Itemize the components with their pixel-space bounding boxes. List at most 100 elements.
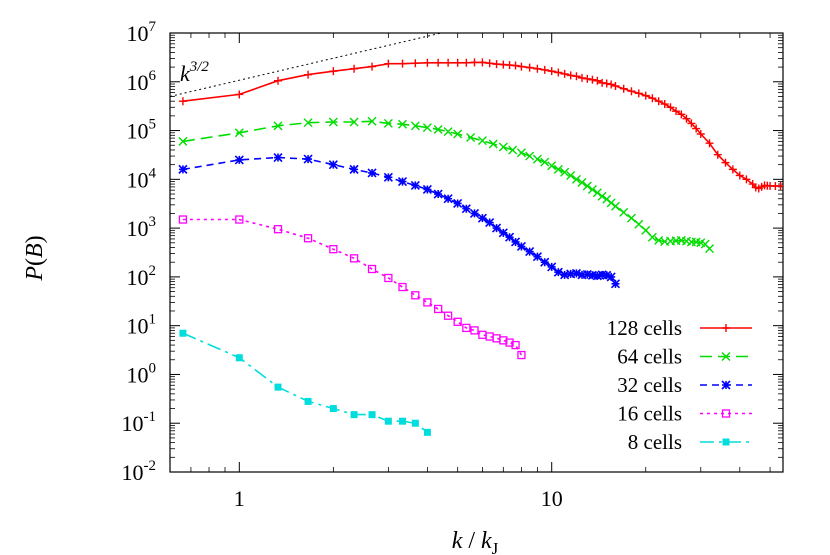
legend-label-16-cells: 16 cells [617,402,682,426]
series-layer [178,58,783,436]
data-point-128-cells [588,75,597,84]
data-point-32-cells [397,176,408,187]
y-tick-label: 100 [127,360,157,387]
data-point-16-cells [517,350,526,360]
data-point-16-cells [398,282,407,292]
data-point-32-cells [234,155,244,165]
data-point-128-cells [178,97,187,106]
data-point-64-cells [641,225,651,235]
legend-label-32-cells: 32 cells [617,373,682,397]
data-point-128-cells [329,67,338,76]
data-point-64-cells [610,201,620,211]
data-point-16-cells [273,225,283,234]
data-point-128-cells [368,62,377,71]
data-point-64-cells [571,174,581,184]
data-point-32-cells [587,270,597,280]
data-point-128-cells [735,171,744,180]
data-point-64-cells [577,178,587,188]
data-point-32-cells [582,269,592,280]
data-point-128-cells [350,64,359,73]
data-point-64-cells [705,244,715,254]
data-point-128-cells [660,100,669,109]
data-point-16-cells [367,264,377,274]
data-point-128-cells [398,59,407,68]
y-tick-label: 107 [127,19,157,46]
data-point-8-cells [179,329,187,337]
data-point-128-cells [627,87,636,96]
data-point-32-cells [571,268,582,278]
data-point-8-cells [384,417,392,425]
data-point-128-cells [593,76,602,85]
data-point-64-cells [547,161,557,171]
data-point-128-cells [453,58,462,67]
data-point-16-cells [470,326,479,335]
data-point-128-cells [687,119,696,128]
data-point-128-cells [721,158,730,167]
data-point-16-cells [235,215,244,224]
data-point-16-cells [329,245,338,254]
data-point-8-cells [423,428,431,436]
data-point-64-cells [498,142,508,152]
data-point-64-cells [592,188,602,198]
data-point-16-cells [453,317,462,326]
data-point-32-cells [547,262,557,272]
data-point-128-cells [273,76,282,85]
data-point-32-cells [485,217,495,228]
data-point-64-cells [532,154,542,164]
data-point-8-cells [304,397,312,405]
data-point-64-cells [566,170,576,180]
data-point-16-cells [433,304,443,314]
data-point-64-cells [619,207,629,217]
data-point-32-cells [566,269,576,279]
data-point-64-cells [234,128,244,138]
data-point-64-cells [349,117,359,127]
data-point-32-cells [469,208,480,218]
data-point-32-cells [532,252,542,262]
data-point-64-cells [422,123,432,133]
data-point-32-cells [422,184,432,195]
legend-marker-16-cells [721,409,731,418]
data-point-128-cells [705,139,714,148]
data-point-64-cells [508,145,518,155]
data-point-64-cells [453,129,463,139]
data-point-64-cells [328,117,338,127]
data-point-64-cells [443,127,453,137]
legend-label-8-cells: 8 cells [628,430,682,454]
data-point-128-cells [533,64,542,73]
data-point-64-cells [525,151,535,161]
data-point-32-cells [477,213,487,223]
data-point-128-cells [634,89,643,98]
y-tick-label: 105 [127,117,157,144]
legend-label-128-cells: 128 cells [607,316,682,340]
data-point-128-cells [566,71,575,80]
data-point-128-cells [423,58,432,67]
data-point-8-cells [329,405,337,413]
data-point-128-cells [682,114,691,123]
legend-marker-32-cells [721,380,731,390]
data-point-64-cells [560,167,570,177]
data-point-128-cells [713,150,722,159]
data-point-128-cells [525,63,534,72]
data-point-128-cells [492,60,501,69]
data-point-8-cells [399,417,407,425]
y-tick-label: 10-1 [122,409,157,436]
data-point-128-cells [696,129,705,138]
data-point-128-cells [517,62,526,71]
series-line-16-cells [182,218,523,356]
data-point-128-cells [776,182,783,190]
data-point-32-cells [367,168,377,178]
data-point-32-cells [443,194,453,204]
data-point-128-cells [583,74,592,83]
series-32-cells [178,152,621,289]
data-point-128-cells [547,67,556,76]
data-point-32-cells [383,172,393,182]
y-tick-label: 103 [127,214,157,241]
data-point-32-cells [491,223,502,233]
data-point-32-cells [178,164,188,174]
data-point-32-cells [453,198,463,209]
data-point-32-cells [560,270,570,280]
data-point-128-cells [648,94,657,103]
data-point-32-cells [510,237,521,247]
data-point-8-cells [235,354,243,362]
data-point-128-cells [485,59,494,68]
